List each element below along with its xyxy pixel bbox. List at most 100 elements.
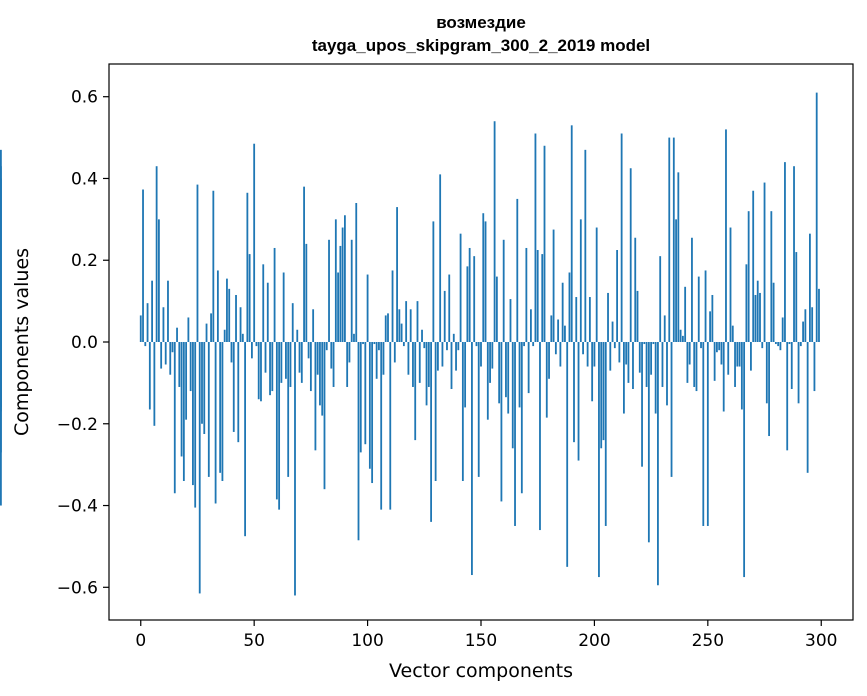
bar — [432, 221, 435, 342]
bar — [722, 342, 725, 412]
bar — [384, 315, 387, 342]
bar — [423, 342, 426, 349]
bar — [271, 342, 274, 392]
bar — [391, 270, 394, 342]
bar — [187, 317, 190, 342]
bar — [282, 272, 285, 342]
bar — [196, 184, 199, 342]
bar — [793, 166, 795, 342]
x-axis-label: Vector components — [389, 660, 573, 682]
bar — [738, 342, 741, 367]
bar — [700, 342, 702, 349]
bar — [552, 229, 555, 342]
bar — [595, 227, 598, 342]
bar — [398, 309, 401, 342]
bar — [620, 133, 623, 342]
bar — [298, 342, 301, 373]
bar — [536, 250, 539, 342]
bar — [373, 342, 376, 345]
bar — [162, 307, 165, 342]
bar — [675, 219, 677, 342]
bar — [350, 239, 353, 342]
bar — [636, 290, 639, 342]
bar — [657, 342, 659, 586]
bar — [285, 342, 287, 379]
bar — [357, 342, 360, 541]
bar — [178, 342, 181, 387]
x-tick-label: 300 — [805, 631, 837, 651]
bar — [768, 342, 770, 437]
bar — [348, 342, 351, 363]
bar — [241, 333, 244, 342]
bar — [495, 276, 498, 342]
bar — [582, 342, 584, 355]
bar — [339, 245, 342, 342]
bar — [498, 342, 501, 404]
bar — [815, 92, 818, 343]
bar — [185, 342, 188, 420]
bar — [443, 290, 446, 342]
bar — [629, 168, 632, 342]
bar — [570, 125, 573, 342]
bar — [289, 342, 292, 387]
bar — [557, 319, 560, 342]
bar — [262, 264, 265, 342]
bar — [226, 278, 228, 342]
bar — [477, 342, 480, 477]
x-tick-label: 0 — [135, 631, 146, 651]
bar — [244, 342, 246, 537]
bar — [155, 166, 158, 342]
bar — [677, 172, 680, 342]
bar — [346, 342, 349, 387]
bar — [625, 342, 628, 365]
bar — [409, 309, 412, 342]
bar — [421, 329, 423, 342]
bar — [564, 325, 566, 342]
bar — [611, 321, 614, 342]
bar — [312, 309, 315, 342]
bar — [260, 342, 262, 402]
bar — [652, 342, 655, 345]
bar — [418, 342, 421, 383]
bar — [532, 342, 535, 347]
bar — [459, 233, 462, 342]
bar — [797, 342, 800, 404]
bar — [223, 329, 226, 342]
bar — [795, 252, 798, 342]
bar — [201, 342, 203, 424]
bar — [659, 256, 662, 342]
bar — [539, 342, 541, 531]
bar — [437, 342, 439, 371]
bar — [716, 342, 718, 353]
bar — [695, 342, 698, 392]
bar — [713, 342, 716, 381]
bar — [158, 219, 160, 342]
bar — [269, 342, 271, 396]
x-tick-label: 100 — [351, 631, 383, 651]
bar — [203, 342, 206, 434]
bar-series — [0, 92, 820, 596]
bar — [763, 182, 766, 342]
bar — [473, 256, 476, 342]
x-tick-label: 250 — [692, 631, 724, 651]
bar — [697, 276, 700, 342]
bar — [321, 342, 324, 416]
bar — [303, 186, 305, 342]
bar — [439, 174, 442, 342]
y-tick-label: 0.2 — [71, 251, 98, 271]
bar — [484, 221, 487, 342]
bar — [759, 292, 761, 342]
bar — [790, 342, 793, 390]
bar — [623, 342, 625, 414]
bar — [427, 342, 430, 387]
bar — [491, 342, 494, 369]
bar — [153, 342, 156, 426]
bar — [688, 342, 691, 365]
bar — [0, 342, 2, 375]
bar — [761, 342, 764, 349]
bar — [471, 342, 473, 576]
bar — [167, 280, 169, 342]
bar — [774, 342, 777, 345]
bar — [407, 342, 410, 375]
bar — [246, 192, 249, 342]
